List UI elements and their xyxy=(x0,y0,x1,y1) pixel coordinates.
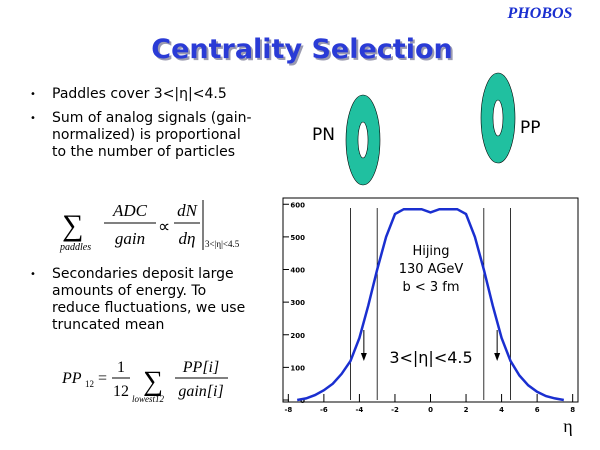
range: 3<|η|<4.5 xyxy=(205,239,240,249)
annotation: Hijing xyxy=(412,244,449,259)
x-tick-label: -8 xyxy=(284,406,292,414)
lhs-sub: 12 xyxy=(85,379,94,389)
x-tick-label: -2 xyxy=(391,406,399,414)
num: ADC xyxy=(112,201,148,220)
formula2: PP 12 = 1 12 ∑ lowest12 PP[i] gain[i] xyxy=(61,359,228,404)
den: 12 xyxy=(113,383,129,400)
den: gain xyxy=(115,229,145,248)
prop: ∝ xyxy=(158,217,170,236)
title: Centrality Selection xyxy=(151,34,452,65)
y-tick-label: 600 xyxy=(290,201,305,209)
y-tick-label: 500 xyxy=(290,234,305,242)
bullet: Sum of analog signals (gain-normalized) … xyxy=(30,110,252,161)
y-tick-label: 100 xyxy=(290,364,305,372)
x-tick-label: 4 xyxy=(499,406,504,414)
x-tick-label: -6 xyxy=(320,406,328,414)
den: gain[i] xyxy=(178,383,223,400)
num: 1 xyxy=(117,359,125,376)
line xyxy=(296,207,565,402)
y-tick-label: 400 xyxy=(290,267,305,275)
bullet: Secondaries deposit large amounts of ene… xyxy=(30,266,252,334)
den: dη xyxy=(179,229,196,248)
cut-arrow-head xyxy=(494,353,501,361)
x-axis-label: η xyxy=(563,416,572,436)
y-tick-label: 0 xyxy=(300,397,305,405)
num: dN xyxy=(177,201,199,220)
cut-label: 3<|η|<4.5 xyxy=(389,348,472,367)
paddle-hole xyxy=(357,121,369,159)
bullet: Paddles cover 3<|η|<4.5 xyxy=(30,86,252,103)
paddle-label: PN xyxy=(312,125,335,145)
y-tick-label: 200 xyxy=(290,332,305,340)
annotation: b < 3 fm xyxy=(402,280,459,295)
sum: ∑ xyxy=(143,366,163,397)
y-tick-label: 300 xyxy=(290,299,305,307)
title-shadow: Centrality Selection xyxy=(153,36,454,67)
x-tick-label: 8 xyxy=(570,406,575,414)
x-tick-label: 6 xyxy=(535,406,540,414)
lhs: PP xyxy=(61,370,82,387)
paddle-label: PP xyxy=(520,118,541,138)
eq: = xyxy=(98,370,107,387)
sub: paddles xyxy=(59,242,91,253)
logo: PHOBOS xyxy=(507,5,573,22)
paddle-hole xyxy=(492,99,504,137)
annotation: 130 AGeV xyxy=(399,262,464,277)
chart-bg xyxy=(255,190,580,418)
sum: ∑ xyxy=(62,209,83,242)
x-tick-label: -4 xyxy=(356,406,364,414)
x-tick-label: 2 xyxy=(464,406,469,414)
sub: lowest12 xyxy=(132,394,165,404)
formula1: ∑ paddles ADC gain ∝ dN dη 3<|η|<4.5 xyxy=(59,200,240,253)
x-tick-label: 0 xyxy=(428,406,433,414)
chart: 0 100 200 300 400 500 600 -8 -6 -4 -2 0 2 4 6 8 Hijing 13… xyxy=(255,190,580,436)
num: PP[i] xyxy=(182,359,219,376)
cut-arrow-head xyxy=(360,353,367,361)
